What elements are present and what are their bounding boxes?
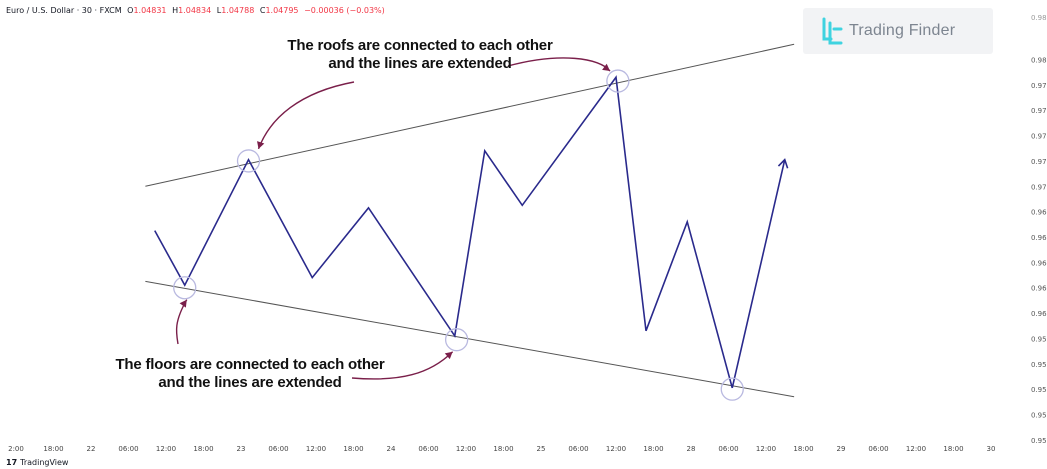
x-tick-label: 06:00 (868, 445, 888, 453)
price-change: −0.00036 (−0.03%) (304, 6, 385, 15)
floor-touch-marker (444, 328, 469, 352)
annotation-arrows (175, 57, 611, 380)
floor-arrow-right-head (444, 351, 453, 360)
ohlc-high-label: H (172, 6, 179, 15)
x-tick-label: 23 (237, 445, 246, 453)
y-tick-label: 0.9540 (1031, 386, 1047, 394)
trading-finder-logo-icon (822, 17, 843, 45)
annotation-floors-line-1: The floors are connected to each other (115, 356, 385, 373)
x-tick-label: 18:00 (643, 445, 663, 453)
symbol-name[interactable]: Euro / U.S. Dollar · 30 · FXCM (6, 6, 122, 15)
y-tick-label: 0.9560 (1031, 361, 1047, 369)
floor-touch-marker (720, 377, 744, 401)
ohlc-open-label: O (127, 6, 134, 15)
x-tick-label: 18:00 (193, 445, 213, 453)
y-tick-label: 0.9660 (1031, 234, 1047, 242)
y-tick-label: 0.9500 (1031, 437, 1047, 445)
floor-trendline (145, 280, 795, 398)
x-tick-label: 30 (987, 445, 996, 453)
annotation-floors-line-2: and the lines are extended (158, 374, 342, 391)
y-tick-label: 0.9680 (1031, 209, 1047, 217)
x-tick-label: 12:00 (156, 445, 176, 453)
annotation-roofs-line-1: The roofs are connected to each other (287, 37, 553, 54)
x-tick-label: 24 (387, 445, 396, 453)
x-tick-label: 12:00 (606, 445, 626, 453)
annotation-floors: The floors are connected to each other a… (100, 356, 400, 392)
touch-markers (173, 69, 744, 401)
y-tick-label: 0.9780 (1031, 82, 1047, 90)
x-tick-label: 06:00 (118, 445, 138, 453)
roof-arrow-right-head (602, 63, 610, 72)
y-tick-label: 0.9760 (1031, 107, 1047, 115)
brand-name: Trading Finder (849, 22, 956, 39)
y-tick-label: 0.9580 (1031, 335, 1047, 343)
y-axis: 0.9500 0.9520 0.9540 0.9560 0.9580 0.9600 0.96… (1031, 14, 1047, 445)
x-tick-label: 25 (537, 445, 546, 453)
x-tick-label: 06:00 (568, 445, 588, 453)
floor-arrow-left-head (179, 299, 187, 308)
y-tick-label: 0.9620 (1031, 285, 1047, 293)
tradingview-logo-icon: 17 (6, 458, 18, 467)
x-tick-label: 28 (687, 445, 696, 453)
ohlc-open-value: 1.04831 (133, 6, 167, 15)
ohlc-close-value: 1.04795 (265, 6, 299, 15)
x-tick-label: 22 (87, 445, 96, 453)
y-tick-label: 0.9720 (1031, 158, 1047, 166)
price-line-arrowhead (777, 158, 789, 169)
annotation-roofs: The roofs are connected to each other an… (270, 37, 570, 73)
x-tick-label: 18:00 (343, 445, 363, 453)
x-tick-label: 06:00 (268, 445, 288, 453)
floor-arrow-right (351, 351, 454, 380)
x-tick-label: 12:00 (306, 445, 326, 453)
x-tick-label: 06:00 (718, 445, 738, 453)
floor-touch-marker (173, 276, 197, 300)
price-line (154, 75, 786, 389)
y-tick-label: 0.9600 (1031, 310, 1047, 318)
x-tick-label: 12:00 (456, 445, 476, 453)
price-series (154, 75, 789, 389)
trading-finder-watermark: Trading Finder (803, 8, 993, 54)
x-tick-label: 18:00 (943, 445, 963, 453)
y-tick-label: 0.9800 (1031, 57, 1047, 65)
ohlc-low-value: 1.04788 (221, 6, 255, 15)
x-tick-label: 18:00 (793, 445, 813, 453)
x-tick-label: 2:00 (8, 445, 24, 453)
roof-arrow-left (257, 81, 355, 150)
y-tick-label: 0.9740 (1031, 133, 1047, 141)
x-axis: 2:00 18:00 22 06:00 12:00 18:00 23 06:00 12:00 18… (8, 445, 995, 453)
roof-arrow-left-head (257, 141, 265, 149)
y-tick-label: 0.9640 (1031, 259, 1047, 267)
y-tick-label-partial: 0.9820 (1031, 14, 1047, 22)
x-tick-label: 18:00 (43, 445, 63, 453)
ohlc-close-label: C (259, 6, 266, 15)
ohlc-high-value: 1.04834 (178, 6, 212, 15)
y-tick-label: 0.9700 (1031, 183, 1047, 191)
x-tick-label: 12:00 (756, 445, 776, 453)
x-tick-label: 12:00 (906, 445, 926, 453)
x-tick-label: 18:00 (493, 445, 513, 453)
tradingview-label: TradingView (20, 458, 69, 467)
roof-touch-marker (606, 69, 630, 93)
y-tick-label: 0.9520 (1031, 412, 1047, 420)
roof-trendline (145, 43, 795, 187)
ohlc-low-label: L (216, 6, 222, 15)
trendlines (145, 43, 795, 398)
roof-touch-marker (236, 149, 261, 173)
x-tick-label: 29 (837, 445, 846, 453)
tradingview-footer[interactable]: 17 TradingView (6, 458, 68, 467)
symbol-header[interactable]: Euro / U.S. Dollar · 30 · FXCM O1.04831 … (6, 6, 385, 15)
x-tick-label: 06:00 (418, 445, 438, 453)
annotation-roofs-line-2: and the lines are extended (328, 55, 512, 72)
